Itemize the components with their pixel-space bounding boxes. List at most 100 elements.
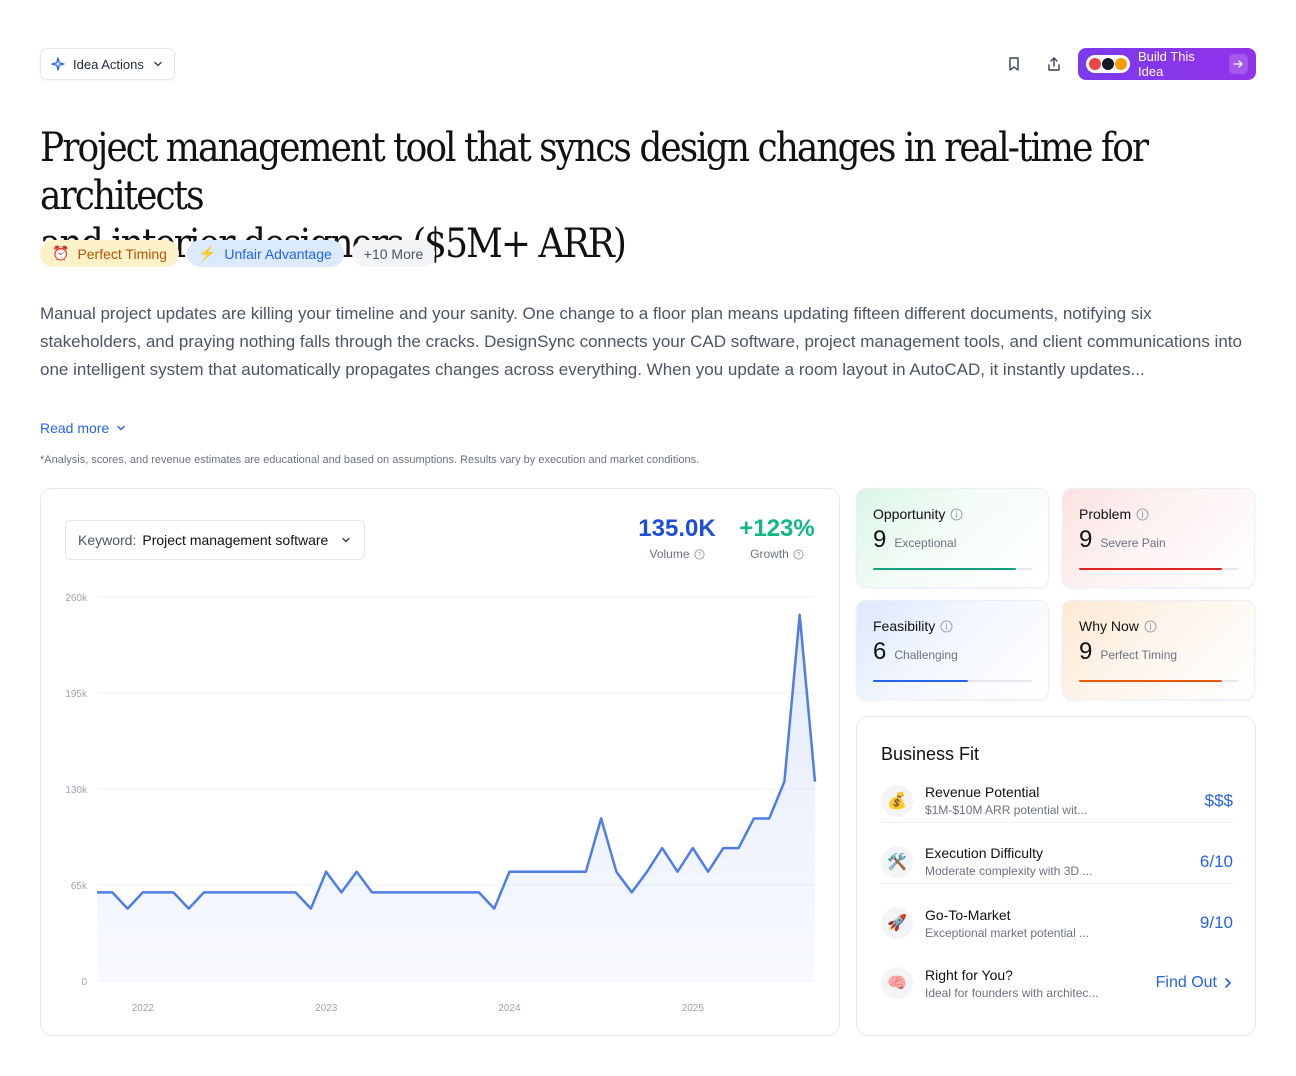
svg-text:?: ? [697, 552, 701, 559]
item-sub: Exceptional market potential ... [925, 925, 1090, 940]
tag-label: Perfect Timing [77, 245, 167, 262]
item-name: Execution Difficulty [925, 845, 1044, 861]
chevron-down-icon [342, 537, 350, 543]
y-tick-label: 260k [65, 593, 88, 604]
score-label: Exceptional [894, 536, 957, 550]
info-icon[interactable] [940, 620, 953, 633]
bookmark-button[interactable] [1002, 52, 1026, 76]
score-card-opportunity[interactable]: Opportunity 9 Exceptional [856, 488, 1049, 588]
tag-label: +10 More [363, 245, 424, 262]
help-icon[interactable]: ? [693, 548, 705, 560]
score-bar [1079, 568, 1238, 570]
volume-stat: 135.0K Volume ? [637, 513, 717, 561]
trend-area [97, 614, 815, 981]
score-bar [873, 568, 1032, 570]
trend-line [97, 613, 817, 910]
x-tick-label: 2024 [498, 1003, 521, 1014]
tag-more[interactable]: +10 More [351, 240, 436, 267]
find-out-label: Find Out [1155, 974, 1217, 991]
score-label: Perfect Timing [1100, 648, 1178, 662]
tag-list: ⏰ Perfect Timing ⚡ Unfair Advantage +10 … [40, 240, 436, 267]
keyword-value: Project management software [142, 532, 329, 548]
score-title: Opportunity [873, 506, 946, 522]
x-tick-label: 2022 [132, 1003, 155, 1014]
volume-label-row: Volume ? [637, 547, 717, 561]
score-value: 9 [873, 526, 887, 553]
money-bag-icon: 💰 [881, 784, 913, 817]
growth-label-row: Growth ? [733, 547, 821, 561]
svg-text:?: ? [796, 552, 800, 559]
trend-chart: 0 65k 130k 195k 260k 2022 2023 2024 2025 [65, 593, 817, 1014]
business-fit-item-revenue[interactable]: 💰 Revenue Potential $1M-$10M ARR potenti… [881, 779, 1233, 823]
growth-value: +123% [739, 515, 815, 542]
score-bar [1079, 680, 1238, 682]
disclaimer: *Analysis, scores, and revenue estimates… [40, 454, 700, 466]
help-icon[interactable]: ? [793, 548, 804, 560]
business-fit-item-execution[interactable]: 🛠️ Execution Difficulty Moderate complex… [881, 840, 1233, 884]
business-fit-card: Business Fit 💰 Revenue Potential $1M-$10… [856, 716, 1256, 1036]
idea-actions-label: Idea Actions [73, 56, 144, 72]
score-bar-fill [1079, 680, 1223, 682]
item-sub: Ideal for founders with architec... [925, 985, 1099, 1000]
x-tick-label: 2025 [682, 1003, 705, 1014]
tag-label: Unfair Advantage [224, 245, 332, 262]
share-button[interactable] [1042, 52, 1066, 76]
y-tick-label: 130k [65, 785, 88, 796]
item-sub: $1M-$10M ARR potential wit... [925, 803, 1088, 817]
score-value: 9 [1079, 526, 1093, 553]
keyword-trend-card: 0 65k 130k 195k 260k 2022 2023 2024 2025 Keyword… [40, 488, 840, 1036]
idea-description: Manual project updates are killing your … [40, 304, 1242, 379]
score-card-why-now[interactable]: Why Now 9 Perfect Timing [1062, 600, 1255, 700]
item-name: Revenue Potential [925, 784, 1040, 800]
score-value: 6 [873, 638, 887, 665]
brain-icon: 🧠 [881, 967, 913, 999]
business-fit-item-go-to-market[interactable]: 🚀 Go-To-Market Exceptional market potent… [881, 901, 1233, 945]
tag-unfair-advantage[interactable]: ⚡ Unfair Advantage [186, 240, 344, 267]
top-toolbar: Idea Actions Build This Idea [40, 48, 1256, 80]
score-label: Severe Pain [1100, 536, 1166, 550]
item-name: Go-To-Market [925, 906, 1011, 923]
keyword-select[interactable]: Keyword: Project management software [65, 520, 365, 560]
volume-value: 135.0K [638, 515, 716, 542]
page-title: Project management tool that syncs desig… [40, 124, 1255, 268]
score-bar [873, 680, 1032, 682]
score-card-feasibility[interactable]: Feasibility 6 Challenging [856, 600, 1049, 700]
score-title: Problem [1079, 506, 1132, 522]
business-fit-title: Business Fit [881, 744, 980, 764]
growth-label: Growth [750, 547, 789, 561]
chevron-right-icon [1225, 978, 1231, 988]
y-tick-label: 65k [71, 881, 88, 892]
info-icon[interactable] [950, 508, 963, 521]
business-fit-item-right-for-you[interactable]: 🧠 Right for You? Ideal for founders with… [881, 961, 1233, 1005]
item-name: Right for You? [925, 966, 1013, 983]
tag-perfect-timing[interactable]: ⏰ Perfect Timing [40, 240, 179, 267]
title-line-1: Project management tool that syncs desig… [40, 125, 1149, 219]
x-tick-label: 2023 [315, 1003, 338, 1014]
score-value: 9 [1079, 638, 1093, 665]
arrow-right-icon [1228, 54, 1248, 74]
read-more-label: Read more [40, 420, 110, 436]
item-value: 6/10 [1199, 851, 1233, 871]
growth-stat: +123% Growth ? [733, 513, 821, 561]
item-sub: Moderate complexity with 3D ... [925, 864, 1093, 878]
item-value: 9/10 [1199, 913, 1233, 932]
info-icon[interactable] [1136, 508, 1149, 521]
score-title: Why Now [1079, 618, 1139, 634]
score-label: Challenging [894, 648, 958, 662]
find-out-link[interactable]: Find Out [1156, 974, 1233, 992]
read-more-link[interactable]: Read more [40, 420, 127, 436]
chevron-down-icon [152, 58, 164, 70]
builder-avatars [1086, 55, 1130, 73]
alarm-clock-icon: ⏰ [52, 245, 70, 261]
build-this-idea-button[interactable]: Build This Idea [1078, 48, 1256, 80]
chevron-down-icon [117, 425, 125, 431]
score-bar-fill [873, 568, 1017, 570]
score-card-problem[interactable]: Problem 9 Severe Pain [1062, 488, 1255, 588]
y-tick-label: 0 [81, 977, 87, 988]
idea-actions-dropdown[interactable]: Idea Actions [40, 48, 175, 80]
score-title: Feasibility [873, 618, 936, 634]
info-icon[interactable] [1144, 620, 1157, 633]
score-bar-fill [873, 680, 969, 682]
bookmark-icon [1009, 57, 1019, 71]
score-bar-fill [1079, 568, 1223, 570]
